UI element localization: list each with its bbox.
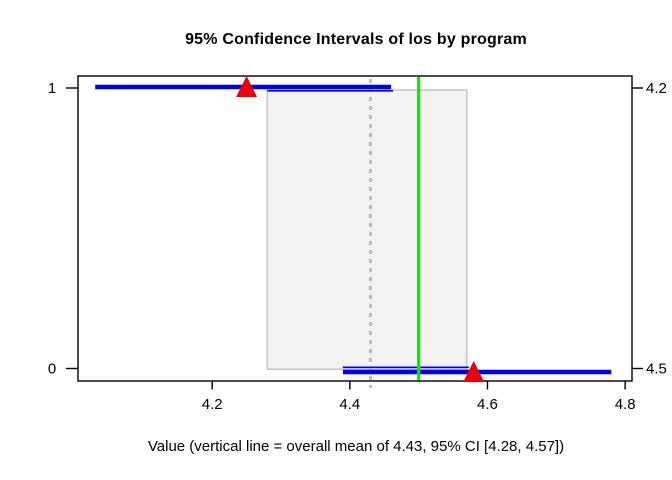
x-tick-label: 4.4: [339, 396, 360, 413]
y-tick-label: 0: [48, 361, 56, 378]
x-tick-label: 4.2: [202, 396, 223, 413]
group-mean-right-label: 4.2: [646, 80, 667, 97]
group-mean-right-label: 4.5: [646, 361, 667, 378]
mean-triangle-group-1: [236, 76, 258, 97]
mean-triangle-group-0: [463, 361, 485, 382]
x-tick-label: 4.6: [477, 396, 498, 413]
x-tick-label: 4.8: [615, 396, 636, 413]
x-axis-caption: Value (vertical line = overall mean of 4…: [147, 438, 565, 455]
y-tick-label: 1: [48, 80, 56, 97]
overall-ci-band: [266, 89, 468, 371]
chart-title: 95% Confidence Intervals of los by progr…: [185, 31, 527, 48]
plot-border: [77, 75, 633, 382]
